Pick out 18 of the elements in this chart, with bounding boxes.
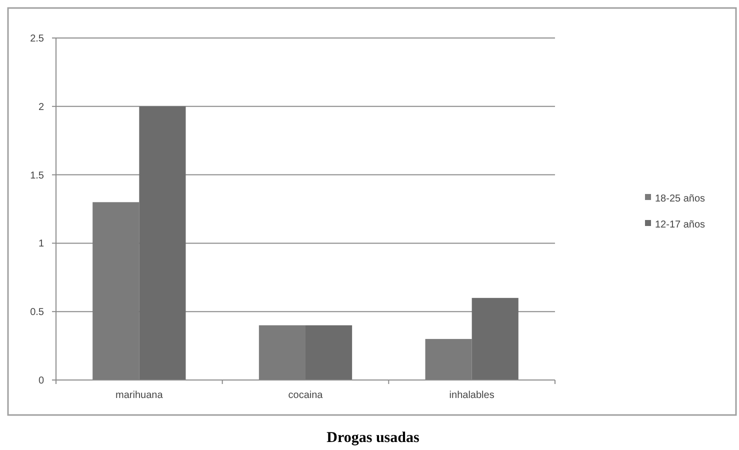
x-tick-label: inhalables (449, 390, 494, 401)
bar (472, 298, 518, 380)
y-tick-label: 1.5 (30, 170, 44, 182)
y-tick-label: 2 (38, 102, 44, 113)
x-tick-label: marihuana (116, 390, 164, 401)
y-tick-label: 0 (38, 376, 44, 386)
bar (139, 106, 186, 380)
y-tick-label: 0.5 (30, 307, 44, 318)
legend-label: 12-17 años (655, 220, 706, 230)
bar (258, 325, 306, 380)
bar (92, 202, 140, 380)
bar (425, 338, 472, 380)
y-tick-label: 2.5 (30, 34, 44, 44)
legend-label: 18-25 años (655, 194, 706, 204)
x-axis-title: Drogas usadas (326, 430, 420, 446)
x-tick-label: cocaina (288, 390, 324, 401)
y-tick-label: 1 (38, 238, 44, 250)
bar (306, 325, 352, 380)
